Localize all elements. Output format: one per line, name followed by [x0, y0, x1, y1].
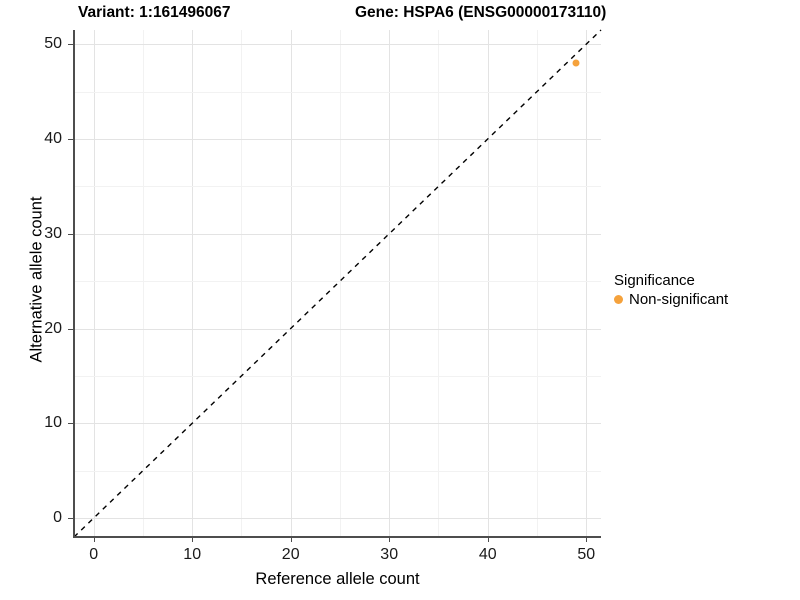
x-tick-mark: [389, 537, 391, 542]
x-tick-label: 10: [183, 546, 202, 563]
y-axis-line: [73, 30, 75, 537]
gene-title: Gene: HSPA6 (ENSG00000173110): [355, 4, 607, 21]
x-tick-label: 40: [478, 546, 497, 563]
gridline: [74, 186, 601, 188]
x-axis-line: [73, 536, 601, 538]
y-tick-mark: [68, 44, 73, 46]
x-tick-mark: [290, 537, 292, 542]
gridline: [74, 281, 601, 283]
gridline: [389, 30, 391, 537]
x-tick-label: 0: [89, 546, 99, 563]
y-axis-title: Alternative allele count: [27, 196, 46, 363]
gridline: [74, 470, 601, 472]
gridline: [74, 423, 601, 425]
y-tick-label: 20: [44, 319, 62, 337]
y-tick-label: 50: [44, 35, 62, 53]
legend-item-label: Non-significant: [629, 291, 729, 308]
gridline: [536, 30, 538, 537]
y-tick-mark: [68, 423, 73, 425]
gridline: [192, 30, 194, 537]
y-tick-mark: [68, 518, 73, 520]
gridline: [74, 328, 601, 330]
y-tick-mark: [68, 138, 73, 140]
diagonal-reference-line: [74, 30, 601, 537]
legend-item[interactable]: Non-significant: [614, 291, 728, 308]
variant-title: Variant: 1:161496067: [78, 4, 231, 21]
x-tick-mark: [586, 537, 588, 542]
gridline: [74, 233, 601, 235]
gridline: [74, 44, 601, 46]
gridline: [586, 30, 588, 537]
x-tick-mark: [487, 537, 489, 542]
x-tick-label: 50: [577, 546, 596, 563]
gridline: [93, 30, 95, 537]
plot-panel: [74, 30, 601, 537]
x-axis-title: Reference allele count: [255, 570, 420, 588]
y-tick-label: 30: [44, 224, 62, 242]
x-tick-mark: [93, 537, 95, 542]
y-tick-label: 0: [53, 509, 62, 527]
gridline: [74, 91, 601, 93]
gridline: [142, 30, 144, 537]
y-tick-label: 40: [44, 129, 62, 147]
data-point[interactable]: [572, 59, 580, 67]
legend-title: Significance: [614, 272, 695, 289]
gridline: [241, 30, 243, 537]
gridline: [74, 518, 601, 520]
y-tick-mark: [68, 233, 73, 235]
title-row: Variant: 1:161496067 Gene: HSPA6 (ENSG00…: [0, 0, 800, 28]
legend-dot-icon: [614, 295, 623, 304]
gridline: [438, 30, 440, 537]
gridline: [339, 30, 341, 537]
y-tick-mark: [68, 328, 73, 330]
x-tick-mark: [192, 537, 194, 542]
gridline: [487, 30, 489, 537]
gridline: [74, 375, 601, 377]
y-tick-label: 10: [44, 414, 62, 432]
x-tick-label: 20: [281, 546, 300, 563]
gridline: [290, 30, 292, 537]
gridline: [74, 138, 601, 140]
x-tick-label: 30: [380, 546, 399, 563]
legend: Significance Non-significant: [614, 272, 728, 308]
legend-items: Non-significant: [614, 291, 728, 308]
